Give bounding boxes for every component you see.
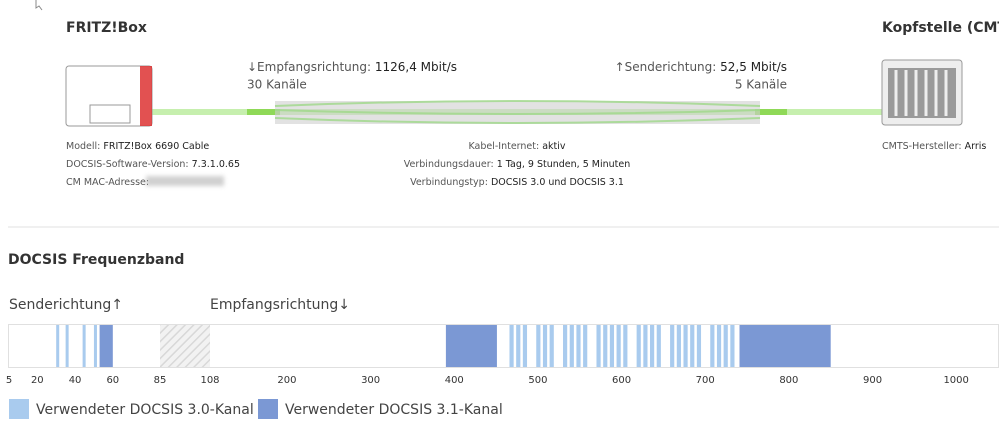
info-line: Verbindungsdauer: 1 Tag, 9 Stunden, 5 Mi… (404, 159, 630, 170)
channel (522, 325, 528, 367)
value: 1126,4 Mbit/s (375, 60, 457, 74)
label: Verbindungsdauer: (404, 159, 494, 170)
downstream-label: Empfangsrichtung↓ (210, 297, 350, 313)
channel (65, 325, 69, 367)
legend-swatch (9, 399, 29, 419)
channel (99, 325, 113, 367)
cmts-title: Kopfstelle (CMTS) (882, 20, 999, 36)
channel (643, 325, 648, 367)
x-tick-label: 1000 (943, 375, 968, 386)
channel (650, 325, 655, 367)
channel (516, 325, 521, 367)
channel (636, 325, 641, 367)
upstream-channels: 5 Kanäle (735, 78, 787, 92)
label: ↓Empfangsrichtung: (247, 60, 371, 74)
info-line: Kabel-Internet: aktiv (468, 141, 565, 152)
chart-title: DOCSIS Frequenzband (8, 252, 184, 268)
guard-band (160, 325, 210, 367)
label: CM MAC-Adresse: (66, 177, 149, 188)
channel (683, 325, 688, 367)
channel (549, 325, 554, 367)
channel (670, 325, 675, 367)
band-frame (8, 324, 999, 368)
x-tick-label: 20 (31, 375, 44, 386)
x-tick-label: 900 (863, 375, 882, 386)
value: aktiv (542, 141, 566, 152)
channel (716, 325, 722, 367)
legend-swatch (258, 399, 278, 419)
downstream-channels: 30 Kanäle (247, 78, 307, 92)
x-tick-label: 40 (69, 375, 82, 386)
cmts-icon (881, 59, 963, 126)
channel (569, 325, 574, 367)
channel (576, 325, 581, 367)
channel (93, 325, 97, 367)
channel (583, 325, 588, 367)
x-tick-label: 5 (6, 375, 12, 386)
label: Verbindungstyp: (410, 177, 488, 188)
channel (536, 325, 541, 367)
channel (509, 325, 514, 367)
channel (730, 325, 735, 367)
downstream-rate: ↓Empfangsrichtung: 1126,4 Mbit/s (247, 60, 457, 74)
router-icon (65, 65, 153, 127)
channel (656, 325, 661, 367)
channel-bundle-lines (274, 100, 761, 124)
channel (603, 325, 608, 367)
x-tick-label: 60 (106, 375, 119, 386)
x-tick-label: 700 (696, 375, 715, 386)
x-tick-label: 300 (361, 375, 380, 386)
info-line: Verbindungstyp: DOCSIS 3.0 und DOCSIS 3.… (410, 177, 624, 188)
info-line: Modell: FRITZ!Box 6690 Cable (66, 141, 209, 152)
x-tick-label: 85 (154, 375, 167, 386)
label: Modell: (66, 141, 100, 152)
label: DOCSIS-Software-Version: (66, 159, 189, 170)
channel (616, 325, 621, 367)
cursor (35, 0, 43, 11)
upstream-rate: ↑Senderichtung: 52,5 Mbit/s (615, 60, 787, 74)
device-title: FRITZ!Box (66, 20, 147, 36)
x-tick-label: 800 (779, 375, 798, 386)
value: FRITZ!Box 6690 Cable (103, 141, 209, 152)
value: 52,5 Mbit/s (720, 60, 787, 74)
channel (596, 325, 601, 367)
label: CMTS-Hersteller: (882, 141, 962, 152)
value: 1 Tag, 9 Stunden, 5 Minuten (497, 159, 631, 170)
channel-bundle (275, 101, 760, 124)
channel (542, 325, 548, 367)
value: Arris (965, 141, 987, 152)
label: Kabel-Internet: (468, 141, 539, 152)
channel (445, 325, 497, 367)
channel (696, 325, 702, 367)
info-line: DOCSIS-Software-Version: 7.3.1.0.65 (66, 159, 240, 170)
channel (623, 325, 628, 367)
x-tick-label: 400 (445, 375, 464, 386)
redacted-mac (146, 176, 224, 186)
cmts-vendor: CMTS-Hersteller: Arris (882, 141, 986, 152)
upstream-label: Senderichtung↑ (9, 297, 123, 313)
x-tick-label: 500 (528, 375, 547, 386)
x-tick-label: 108 (200, 375, 219, 386)
legend-label: Verwendeter DOCSIS 3.1-Kanal (285, 402, 503, 418)
channel (739, 325, 831, 367)
x-tick-label: 600 (612, 375, 631, 386)
channel (56, 325, 60, 367)
info-line: CM MAC-Adresse: (66, 177, 149, 188)
channel (723, 325, 728, 367)
channel (710, 325, 715, 367)
value: DOCSIS 3.0 und DOCSIS 3.1 (491, 177, 624, 188)
channel (690, 325, 695, 367)
channel (676, 325, 681, 367)
legend-label: Verwendeter DOCSIS 3.0-Kanal (36, 402, 254, 418)
label: ↑Senderichtung: (615, 60, 717, 74)
x-tick-label: 200 (277, 375, 296, 386)
channel (609, 325, 615, 367)
channel (82, 325, 86, 367)
channel (563, 325, 568, 367)
value: 7.3.1.0.65 (192, 159, 240, 170)
